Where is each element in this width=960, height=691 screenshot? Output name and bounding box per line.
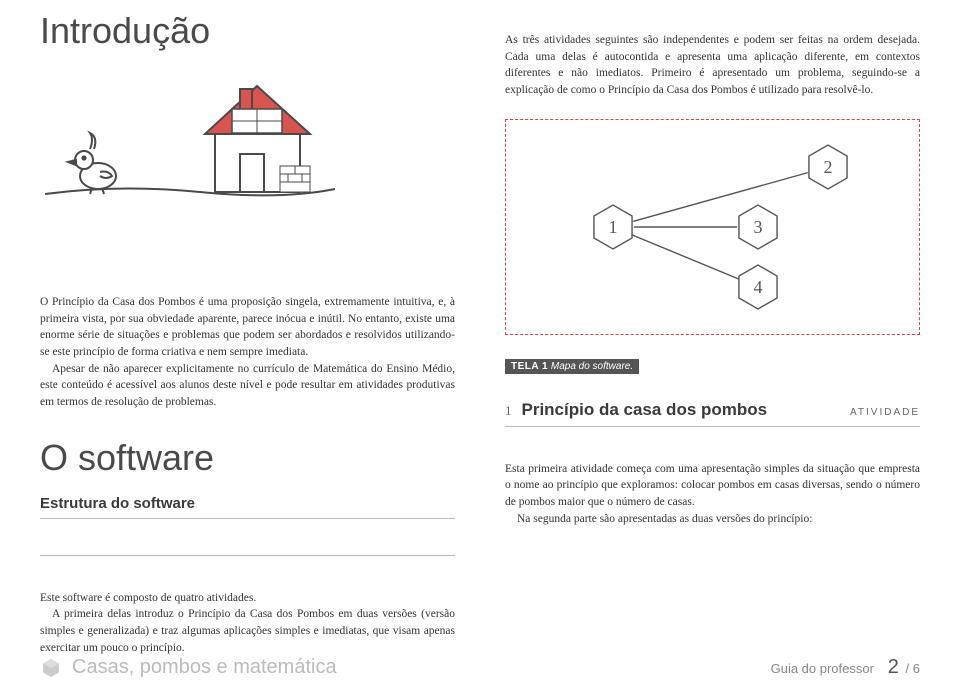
page-footer: Casas, pombos e matemática Guia do profe… (40, 656, 920, 679)
figure-caption: TELA 1 Mapa do software. (505, 359, 639, 374)
activity-label: ATIVIDADE (850, 407, 920, 418)
activity-header: 1 Princípio da casa dos pombos ATIVIDADE (505, 400, 920, 427)
svg-text:2: 2 (823, 157, 832, 177)
diagram-container: 1 2 3 4 (505, 119, 920, 335)
software-map-diagram: 1 2 3 4 (553, 132, 873, 322)
activity-number: 1 (505, 403, 512, 418)
software-para-2: A primeira delas introduz o Princípio da… (40, 606, 455, 656)
intro-right-paragraph: As três atividades seguintes são indepen… (505, 32, 920, 99)
footer-title: Casas, pombos e matemática (72, 656, 337, 679)
software-para-1: Este software é composto de quatro ativi… (40, 590, 455, 607)
svg-text:3: 3 (753, 217, 762, 237)
footer-logo-icon (40, 657, 62, 679)
software-title: O software (40, 437, 455, 479)
svg-text:1: 1 (608, 217, 617, 237)
page-current: 2 (888, 656, 899, 678)
page-title: Introdução (40, 10, 455, 52)
caption-text: Mapa do software. (551, 361, 633, 372)
activity-title: Princípio da casa dos pombos (522, 400, 768, 419)
footer-right: Guia do professor 2 / 6 (771, 656, 920, 679)
principle-paragraph: O Princípio da Casa dos Pombos é uma pro… (40, 294, 455, 411)
intro-illustration (40, 64, 455, 214)
svg-text:4: 4 (753, 277, 762, 297)
activity-para-2: Na segunda parte são apresentadas as dua… (505, 511, 920, 528)
page-total: 6 (913, 661, 920, 676)
caption-label: TELA 1 (511, 361, 548, 372)
software-description: Este software é composto de quatro ativi… (40, 590, 455, 657)
footer-guide-label: Guia do professor (771, 661, 874, 676)
software-subtitle: Estrutura do software (40, 495, 455, 519)
footer-left: Casas, pombos e matemática (40, 656, 337, 679)
principle-text-1: O Princípio da Casa dos Pombos é uma pro… (40, 296, 455, 358)
activity-description: Esta primeira atividade começa com uma a… (505, 461, 920, 528)
principle-text-2: Apesar de não aparecer explicitamente no… (40, 361, 455, 411)
activity-para-1: Esta primeira atividade começa com uma a… (505, 461, 920, 511)
